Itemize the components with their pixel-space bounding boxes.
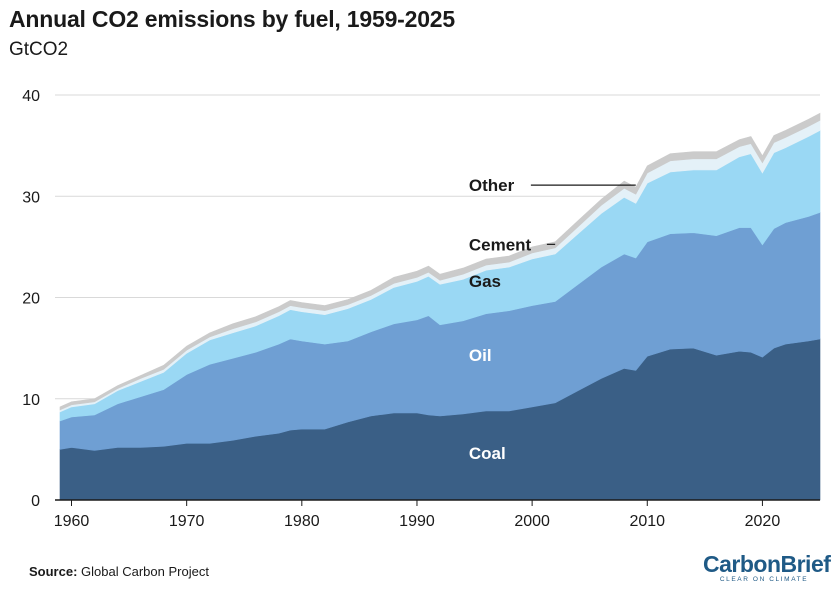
x-tick-label: 2020 [745,513,781,530]
y-tick-label: 10 [22,392,40,409]
source-text: Global Carbon Project [81,564,209,579]
x-tick-label: 1990 [399,513,435,530]
label-cement: Cement [469,235,532,254]
label-gas: Gas [469,272,501,291]
stacked-areas [59,112,821,501]
x-tick-label: 2000 [514,513,550,530]
source-label: Source: [29,564,78,579]
y-tick-label: 30 [22,189,40,206]
chart-title: Annual CO2 emissions by fuel, 1959-2025 [9,6,455,32]
source-note: Source: Global Carbon Project [29,564,209,579]
axes: 0 10 20 30 40 1960 1970 1980 1990 2000 2010 2020 [22,88,820,530]
y-tick-label: 20 [22,291,40,308]
label-other: Other [469,176,515,195]
brand-name: CarbonBrief [703,551,831,577]
y-tick-label: 40 [22,88,40,105]
unit-label: GtCO2 [9,39,69,60]
brand-logo: CarbonBrief CLEAR ON CLIMATE [703,551,831,584]
x-tick-label: 1970 [169,513,205,530]
series-labels: Other Cement Gas Oil Coal [469,176,636,463]
x-tick-label: 1960 [54,513,90,530]
brand-tagline: CLEAR ON CLIMATE [719,576,809,583]
label-coal: Coal [469,444,506,463]
y-tick-label: 0 [31,493,40,510]
area-other [59,112,821,411]
label-oil: Oil [469,346,492,365]
x-tick-label: 1980 [284,513,320,530]
x-tick-label: 2010 [629,513,665,530]
